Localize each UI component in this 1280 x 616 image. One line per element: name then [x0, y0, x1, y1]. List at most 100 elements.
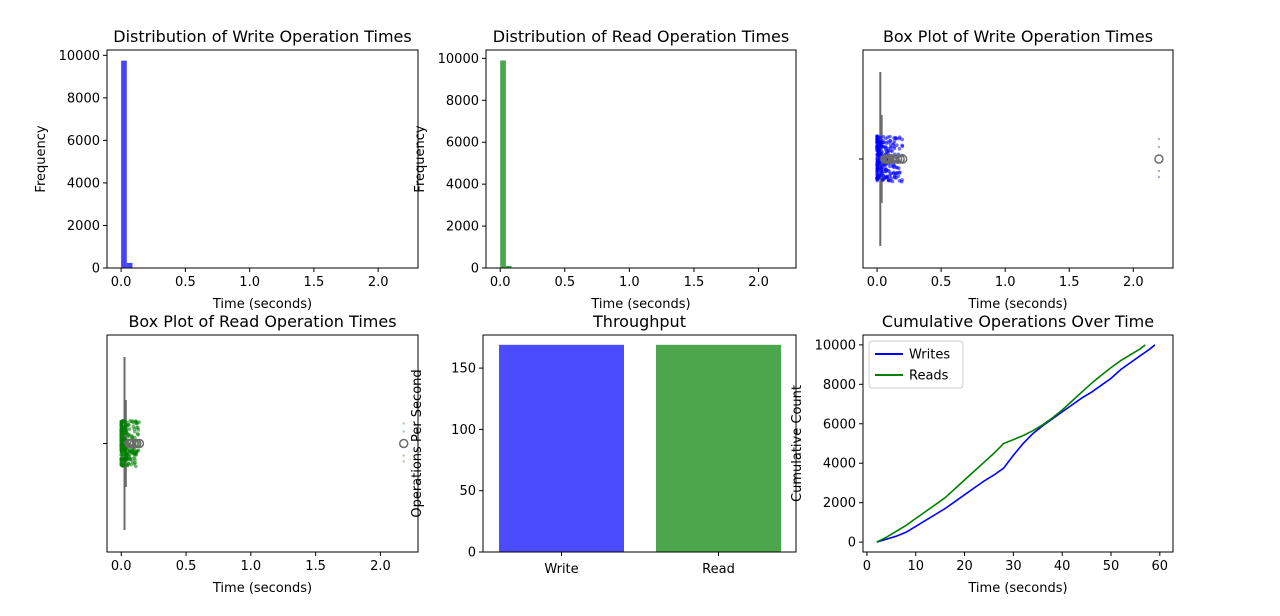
- series-line-reads: [876, 344, 1146, 543]
- y-tick-label: 150: [451, 362, 476, 377]
- histogram-bar: [121, 60, 127, 268]
- y-tick-label: 10000: [815, 338, 856, 353]
- chart-panel-1: 0.0 0.5 1.0 1.5 2.0 0 2000 4000 6000 8000 10000 Dis…: [34, 27, 419, 312]
- histogram-bar: [126, 262, 133, 268]
- strip-point: [135, 420, 139, 425]
- strip-point: [891, 171, 896, 176]
- strip-point: [119, 423, 124, 427]
- outlier-marker: [129, 438, 139, 449]
- x-tick-label: Read: [702, 562, 735, 577]
- x-tick-label: 2.0: [748, 275, 769, 290]
- plot-frame: [485, 49, 797, 269]
- strip-point: [895, 143, 899, 147]
- strip-point: [119, 438, 124, 442]
- strip-point: [126, 433, 131, 438]
- strip-point: [890, 179, 895, 184]
- strip-point: [888, 172, 892, 176]
- strip-point: [119, 446, 124, 451]
- legend-entry: Reads: [909, 369, 949, 384]
- strip-point: [1157, 169, 1161, 173]
- strip-point: [881, 173, 886, 178]
- strip-point: [134, 426, 139, 430]
- strip-point: [875, 145, 880, 150]
- strip-point: [881, 178, 885, 183]
- strip-point: [120, 464, 125, 468]
- y-tick-label: 0: [468, 546, 476, 561]
- strip-point: [133, 429, 137, 434]
- x-tick-label: 0.5: [931, 275, 952, 290]
- y-axis-label: Frequency: [413, 125, 428, 192]
- plot-frame: [862, 334, 1174, 553]
- strip-point: [129, 458, 133, 462]
- x-tick-label: 1.5: [684, 275, 705, 290]
- strip-point: [133, 460, 137, 465]
- strip-point: [881, 134, 886, 139]
- strip-point: [886, 178, 891, 183]
- y-tick-label: 8000: [67, 91, 100, 106]
- chart-title: Throughput: [592, 312, 686, 331]
- y-tick-label: 4000: [67, 176, 100, 191]
- plot-frame: [862, 49, 1174, 269]
- y-tick-label: 8000: [823, 378, 856, 393]
- outlier-marker: [895, 154, 905, 164]
- x-axis-label: Time (seconds): [212, 581, 312, 596]
- histogram-bar: [505, 265, 512, 268]
- strip-point: [884, 149, 889, 153]
- legend-entry: Writes: [909, 348, 950, 363]
- strip-point: [897, 179, 902, 183]
- chart-panel-3: 0.0 0.5 1.0 1.5 2.0 Box Plot of Write Operati…: [859, 27, 1174, 312]
- x-axis-label: Time (seconds): [212, 297, 312, 312]
- strip-point: [129, 462, 134, 467]
- chart-title: Box Plot of Write Operation Times: [883, 27, 1153, 46]
- chart-panel-4: 0.0 0.5 1.0 1.5 2.0 Box Plot of Read Operatio…: [103, 312, 419, 596]
- series-line-writes: [876, 344, 1156, 543]
- legend: Writes Reads: [868, 340, 964, 389]
- y-tick-label: 0: [848, 536, 856, 551]
- strip-point: [875, 174, 880, 179]
- strip-point: [896, 174, 901, 178]
- strip-point: [402, 454, 405, 457]
- y-tick-label: 0: [471, 262, 479, 277]
- strip-point: [1157, 145, 1161, 149]
- strip-point: [876, 139, 881, 144]
- strip-point: [119, 457, 124, 461]
- strip-point: [131, 424, 136, 429]
- x-tick-label: 10: [907, 559, 924, 574]
- chart-panel-5: Write Read 0 50 100 150 Throughput Operations P…: [410, 312, 797, 577]
- strip-point: [123, 447, 127, 452]
- strip-point: [132, 435, 137, 440]
- y-tick-label: 2000: [67, 219, 100, 234]
- x-tick-label: 0.0: [111, 275, 132, 290]
- strip-point: [402, 422, 405, 425]
- strip-point: [119, 435, 124, 439]
- strip-point: [884, 169, 888, 174]
- chart-title: Cumulative Operations Over Time: [882, 312, 1154, 331]
- strip-point: [125, 463, 130, 467]
- x-tick-label: 30: [1005, 559, 1022, 574]
- histogram-bar: [500, 60, 506, 268]
- strip-point: [897, 166, 901, 170]
- outlier-marker: [1154, 154, 1164, 164]
- outlier-marker: [892, 154, 903, 164]
- strip-point: [888, 134, 892, 139]
- strip-point: [402, 430, 405, 433]
- y-tick-label: 50: [459, 484, 476, 499]
- x-tick-label: 1.5: [1059, 275, 1080, 290]
- x-tick-label: 20: [956, 559, 973, 574]
- strip-point: [123, 420, 128, 424]
- plot-frame: [106, 334, 419, 553]
- strip-point: [1157, 175, 1161, 179]
- outlier-marker: [134, 438, 145, 449]
- strip-point: [878, 151, 882, 156]
- strip-point: [897, 146, 902, 151]
- throughput-bar-read: [656, 344, 781, 552]
- strip-point: [402, 460, 405, 463]
- y-axis-label: Frequency: [34, 125, 49, 192]
- throughput-bar-write: [499, 344, 624, 552]
- chart-title: Distribution of Read Operation Times: [493, 27, 789, 46]
- strip-point: [892, 163, 897, 168]
- strip-point: [889, 176, 894, 180]
- x-tick-label: 1.0: [240, 559, 261, 574]
- x-axis-label: Time (seconds): [967, 581, 1067, 596]
- x-tick-label: 0: [863, 559, 871, 574]
